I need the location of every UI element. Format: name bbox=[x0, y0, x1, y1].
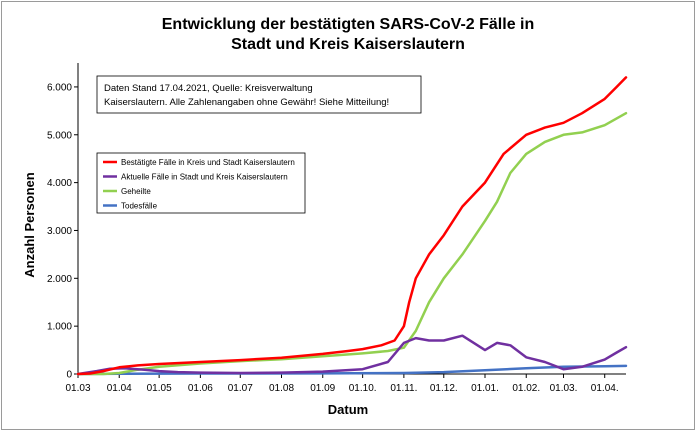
x-tick-label: 01.05 bbox=[147, 383, 172, 394]
x-tick-label: 01.07 bbox=[228, 383, 253, 394]
x-tick-label: 01.04 bbox=[107, 383, 132, 394]
y-tick-label: 1.000 bbox=[47, 322, 72, 333]
y-tick-label: 4.000 bbox=[47, 178, 72, 189]
chart-title-line-1: Entwicklung der bestätigten SARS-CoV-2 F… bbox=[162, 16, 535, 33]
data-note-line-1: Daten Stand 17.04.2021, Quelle: Kreisver… bbox=[104, 83, 313, 94]
x-tick-label: 01.02. bbox=[512, 383, 540, 394]
x-tick-label: 01.11. bbox=[390, 383, 417, 394]
data-note-box bbox=[96, 75, 422, 114]
x-tick-label: 01.01. bbox=[471, 383, 499, 394]
x-tick-label: 01.03 bbox=[65, 383, 90, 394]
legend-label-4: Todesfälle bbox=[121, 202, 158, 211]
legend-box bbox=[96, 152, 306, 214]
x-tick-label: 01.06 bbox=[188, 383, 213, 394]
legend-label-3: Geheilte bbox=[121, 187, 151, 196]
series-line-3 bbox=[76, 111, 628, 376]
y-tick-label: 3.000 bbox=[47, 226, 72, 237]
legend: Bestätigte Fälle in Kreis und Stadt Kais… bbox=[96, 152, 306, 214]
data-note-line-2: Kaiserslautern. Alle Zahlenangaben ohne … bbox=[104, 97, 389, 108]
y-axis: 0 1.000 2.000 3.000 4.000 5.000 6.000 bbox=[47, 63, 79, 381]
series-line-1 bbox=[76, 76, 628, 376]
x-tick-label: 01.08 bbox=[269, 383, 294, 394]
x-tick-label: 01.10. bbox=[349, 383, 377, 394]
chart-title-line-2: Stadt und Kreis Kaiserslautern bbox=[231, 36, 465, 53]
y-tick-label: 2.000 bbox=[47, 274, 72, 285]
x-tick-label: 01.04. bbox=[591, 383, 619, 394]
series-lines bbox=[76, 76, 628, 376]
data-note: Daten Stand 17.04.2021, Quelle: Kreisver… bbox=[96, 75, 422, 114]
series-line-2 bbox=[76, 334, 628, 376]
y-tick-label: 6.000 bbox=[47, 82, 72, 93]
y-axis-label: Anzahl Personen bbox=[22, 172, 37, 278]
legend-label-2: Aktuelle Fälle in Stadt und Kreis Kaiser… bbox=[121, 173, 288, 182]
x-tick-label: 01.12. bbox=[430, 383, 458, 394]
y-tick-label: 5.000 bbox=[47, 130, 72, 141]
y-tick-label: 0 bbox=[66, 370, 72, 381]
x-axis-label: Datum bbox=[328, 402, 368, 417]
legend-label-1: Bestätigte Fälle in Kreis und Stadt Kais… bbox=[121, 158, 295, 167]
x-tick-label: 01.09 bbox=[310, 383, 335, 394]
x-tick-label: 01.03. bbox=[550, 383, 578, 394]
